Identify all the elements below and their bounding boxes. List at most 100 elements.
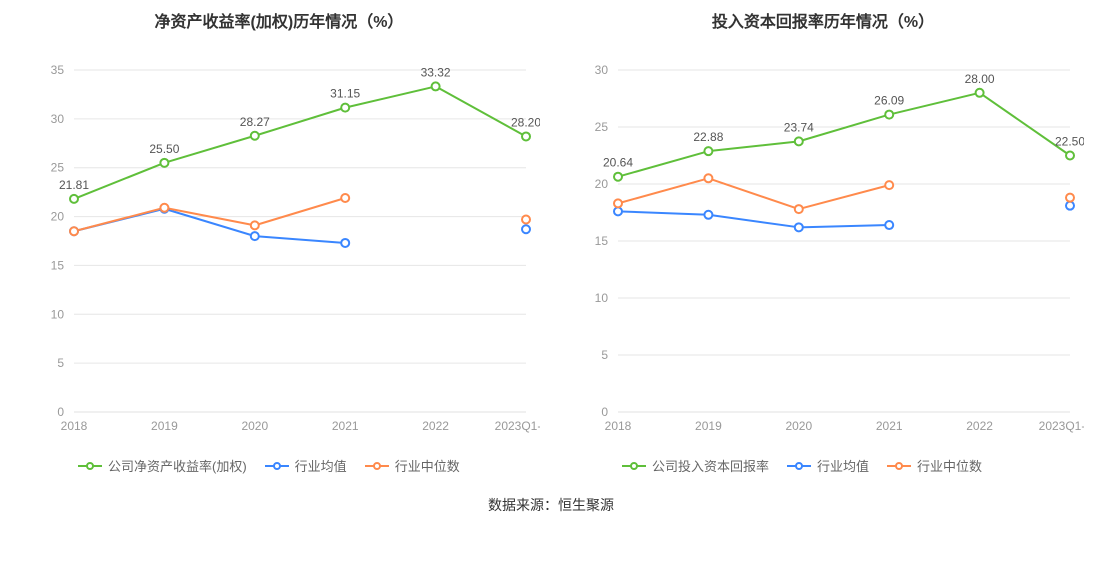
y-tick-label: 15 [51,258,65,272]
series-marker-industry_median [614,199,622,207]
charts-row: 净资产收益率(加权)历年情况（%） 0510152025303520182019… [0,0,1102,475]
data-label-company: 33.32 [421,65,451,79]
x-tick-label: 2019 [151,419,178,433]
x-tick-label: 2020 [241,419,268,433]
series-marker-company [704,147,712,155]
x-tick-label: 2018 [605,419,632,433]
legend-swatch-icon [78,461,102,471]
series-line-industry_avg [618,206,1070,228]
chart-right-title: 投入资本回报率历年情况（%） [562,8,1084,32]
y-tick-label: 5 [601,348,608,362]
data-label-company: 21.81 [59,178,89,192]
series-line-industry_median [74,198,526,231]
series-marker-company [614,173,622,181]
legend-swatch-icon [365,461,389,471]
legend-item-industry_median[interactable]: 行业中位数 [365,456,460,475]
series-marker-industry_median [704,174,712,182]
series-line-industry_median [618,178,1070,209]
series-marker-industry_avg [251,232,259,240]
legend-swatch-icon [787,461,811,471]
legend-label: 行业中位数 [395,456,460,475]
y-tick-label: 5 [57,356,64,370]
chart-left-legend: 公司净资产收益率(加权) 行业均值 行业中位数 [18,456,540,475]
y-tick-label: 10 [595,291,609,305]
data-label-company: 25.50 [149,142,179,156]
page-root: 净资产收益率(加权)历年情况（%） 0510152025303520182019… [0,0,1102,588]
data-label-company: 28.27 [240,115,270,129]
data-label-company: 22.88 [693,130,723,144]
y-tick-label: 30 [595,63,609,77]
series-marker-company [70,195,78,203]
legend-label: 行业中位数 [917,456,982,475]
legend-label: 行业均值 [817,456,869,475]
y-tick-label: 35 [51,63,65,77]
data-source-label: 数据来源：恒生聚源 [0,495,1102,515]
series-marker-company [160,159,168,167]
series-marker-company [885,111,893,119]
series-marker-industry_median [522,216,530,224]
series-marker-company [1066,152,1074,160]
y-tick-label: 25 [51,161,65,175]
x-tick-label: 2019 [695,419,722,433]
legend-item-company[interactable]: 公司投入资本回报率 [622,456,769,475]
series-marker-industry_median [251,221,259,229]
data-label-company: 20.64 [603,156,633,170]
series-marker-industry_median [1066,194,1074,202]
series-marker-company [432,82,440,90]
legend-swatch-icon [265,461,289,471]
series-marker-industry_median [341,194,349,202]
series-line-company [618,93,1070,177]
series-marker-industry_median [160,204,168,212]
legend-swatch-icon [887,461,911,471]
chart-left-svg: 0 5 10 15 20 25 30 35 2018 2019 2020 2021 2022 2023Q1… [18,36,540,456]
legend-label: 公司净资产收益率(加权) [108,456,247,475]
series-marker-industry_median [70,227,78,235]
y-tick-label: 10 [51,307,65,321]
y-tick-label: 0 [601,405,608,419]
y-tick-label: 0 [57,405,64,419]
data-label-company: 22.50 [1055,135,1084,149]
legend-item-industry_avg[interactable]: 行业均值 [265,456,347,475]
legend-swatch-icon [622,461,646,471]
legend-item-company[interactable]: 公司净资产收益率(加权) [78,456,247,475]
series-marker-company [251,132,259,140]
x-tick-label: 2021 [876,419,903,433]
y-tick-label: 30 [51,112,65,126]
x-tick-label: 2018 [61,419,88,433]
series-marker-industry_avg [341,239,349,247]
legend-item-industry_avg[interactable]: 行业均值 [787,456,869,475]
series-marker-industry_median [885,181,893,189]
legend-label: 行业均值 [295,456,347,475]
series-marker-industry_avg [885,221,893,229]
series-marker-industry_avg [1066,202,1074,210]
chart-right-svg: 051015202530201820192020202120222023Q1-Q… [562,36,1084,456]
series-marker-company [522,132,530,140]
legend-item-industry_median[interactable]: 行业中位数 [887,456,982,475]
series-marker-company [976,89,984,97]
data-label-company: 28.00 [965,72,995,86]
data-label-company: 31.15 [330,87,360,101]
series-marker-industry_avg [614,207,622,215]
series-marker-company [795,137,803,145]
series-marker-industry_median [795,205,803,213]
chart-right-legend: 公司投入资本回报率 行业均值 行业中位数 [562,456,1084,475]
x-tick-label: 2020 [785,419,812,433]
series-line-company [74,86,526,198]
series-marker-industry_avg [522,225,530,233]
series-marker-industry_avg [704,211,712,219]
data-label-company: 23.74 [784,120,814,134]
series-marker-company [341,104,349,112]
series-marker-industry_avg [795,223,803,231]
x-tick-label: 2023Q1-Q3 [495,419,540,433]
x-tick-label: 2021 [332,419,359,433]
data-label-company: 28.20 [511,115,540,129]
y-tick-label: 15 [595,234,609,248]
x-tick-label: 2023Q1-Q3 [1039,419,1084,433]
y-tick-label: 20 [595,177,609,191]
legend-label: 公司投入资本回报率 [652,456,769,475]
x-tick-label: 2022 [422,419,449,433]
chart-right-column: 投入资本回报率历年情况（%） 0510152025302018201920202… [562,0,1084,475]
x-tick-label: 2022 [966,419,993,433]
y-tick-label: 20 [51,210,65,224]
chart-right-plot: 051015202530201820192020202120222023Q1-Q… [562,36,1084,456]
